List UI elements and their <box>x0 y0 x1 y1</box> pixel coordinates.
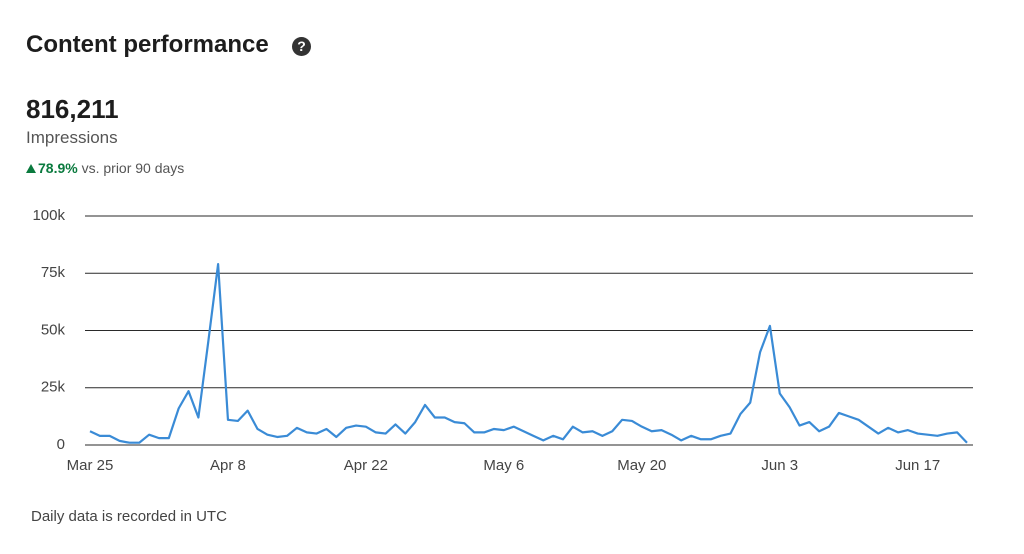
change-percent: 78.9% <box>38 160 78 176</box>
comparison: vs. prior 90 days <box>81 160 185 176</box>
y-tick-label: 50k <box>41 321 66 338</box>
y-tick-label: 0 <box>57 436 65 453</box>
help-icon[interactable]: ? <box>292 37 311 56</box>
y-tick-label: 75k <box>41 264 66 281</box>
x-tick-label: May 6 <box>483 457 524 474</box>
x-tick-label: Jun 17 <box>895 457 940 474</box>
x-tick-label: Apr 8 <box>210 457 246 474</box>
x-tick-label: Mar 25 <box>67 457 114 474</box>
total-value: 816,211 <box>26 94 119 124</box>
up-arrow <box>26 164 36 173</box>
metric-label: Impressions <box>26 128 118 147</box>
y-tick-label: 25k <box>41 379 66 396</box>
y-tick-label: 100k <box>32 207 65 224</box>
x-tick-label: May 20 <box>617 457 666 474</box>
change: 78.9% vs. prior 90 days <box>26 160 184 176</box>
x-tick-label: Apr 22 <box>344 457 388 474</box>
x-tick-label: Jun 3 <box>761 457 798 474</box>
title: Content performance <box>26 31 269 58</box>
series-line <box>89 262 968 444</box>
footer-note: Daily data is recorded in UTC <box>31 508 227 525</box>
